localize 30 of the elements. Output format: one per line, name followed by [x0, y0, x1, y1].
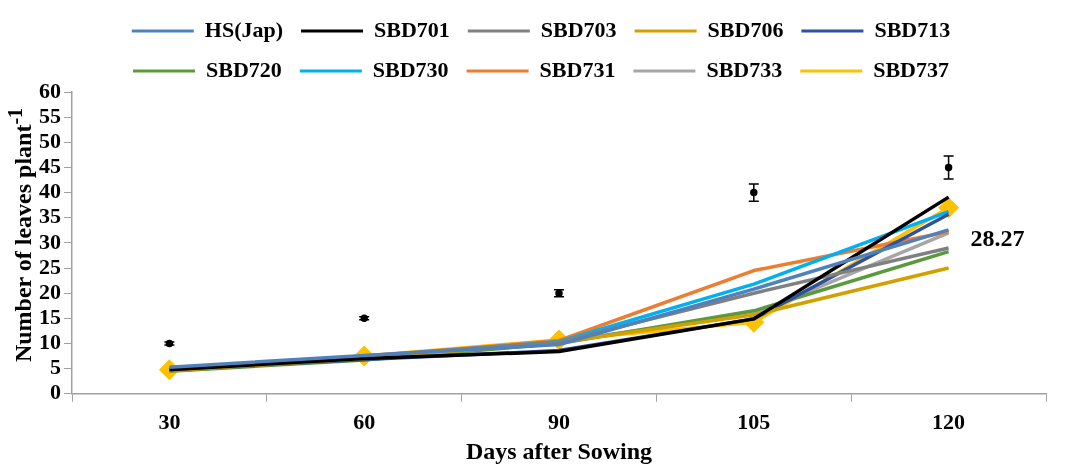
- y-tick-label: 0: [50, 379, 61, 405]
- x-tick-label: 105: [737, 408, 771, 434]
- y-tick-label: 30: [39, 228, 61, 254]
- y-tick-label: 50: [39, 127, 61, 153]
- legend-label: SBD720: [206, 56, 282, 82]
- legend-label: SBD730: [372, 56, 449, 82]
- y-tick-label: 25: [39, 253, 61, 279]
- y-tick-label: 10: [39, 329, 61, 355]
- legend-label: SBD713: [874, 16, 951, 42]
- y-tick-label: 60: [39, 77, 61, 103]
- y-tick-label: 35: [39, 203, 61, 229]
- legend-label: HS(Jap): [204, 16, 284, 42]
- legend-label: SBD701: [374, 16, 450, 42]
- legend-label: SBD737: [873, 56, 949, 82]
- y-tick-label: 45: [39, 153, 61, 179]
- y-tick-label: 20: [39, 278, 61, 304]
- legend-label: SBD703: [540, 16, 617, 42]
- y-tick-label: 40: [39, 178, 61, 204]
- x-tick-label: 120: [932, 408, 966, 434]
- y-tick-label: 5: [50, 354, 61, 380]
- y-tick-label: 55: [39, 102, 61, 128]
- x-tick-label: 30: [158, 408, 181, 434]
- legend-label: SBD706: [707, 16, 784, 42]
- x-tick-label: 90: [548, 408, 570, 434]
- x-axis-title: Days after Sowing: [465, 437, 653, 464]
- x-tick-label: 60: [353, 408, 376, 434]
- legend-label: SBD733: [706, 56, 783, 82]
- legend-label: SBD731: [539, 56, 616, 82]
- annotation: 28.27: [970, 224, 1025, 251]
- y-tick-label: 15: [39, 304, 61, 330]
